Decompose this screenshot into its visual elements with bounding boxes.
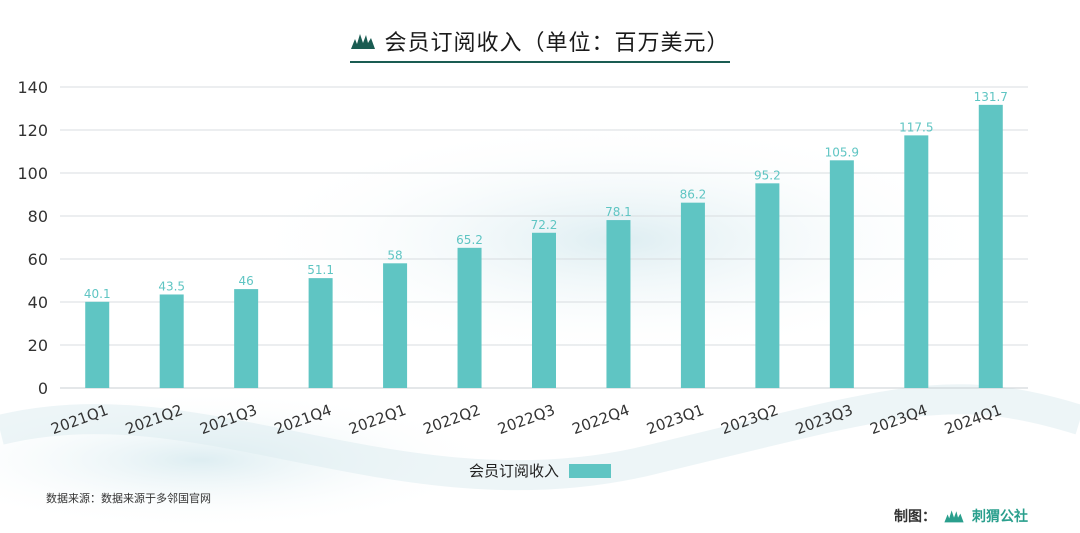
value-label-2023Q4: 117.5 [899, 120, 933, 134]
x-tick-label-2021Q4: 2021Q4 [272, 401, 334, 438]
value-label-2024Q1: 131.7 [974, 90, 1008, 104]
x-tick-label-2022Q2: 2022Q2 [421, 401, 483, 438]
x-tick-label-2023Q3: 2023Q3 [793, 401, 855, 438]
credit-label: 制图： [894, 509, 936, 525]
x-tick-label-2022Q4: 2022Q4 [570, 401, 632, 438]
x-tick-label-2021Q2: 2021Q2 [123, 401, 185, 438]
bar-2022Q1 [383, 263, 408, 388]
value-label-2023Q1: 86.2 [680, 188, 707, 202]
chart-title-area: 会员订阅收入（单位：百万美元） [0, 26, 1080, 63]
hedgehog-logo-icon [351, 34, 376, 49]
x-tick-label-2022Q1: 2022Q1 [346, 401, 408, 438]
legend: 会员订阅收入 [0, 460, 1080, 481]
value-label-2022Q4: 78.1 [605, 205, 632, 219]
y-tick-label: 100 [17, 164, 48, 183]
y-tick-label: 80 [28, 207, 48, 226]
data-source-note: 数据来源：数据来源于多邻国官网 [46, 492, 211, 505]
y-axis-ticks: 0 20 40 60 80 100 120 140 [17, 78, 48, 398]
x-tick-label-2021Q3: 2021Q3 [197, 401, 259, 438]
bar-2021Q3 [234, 289, 259, 388]
bar-2022Q2 [457, 247, 482, 388]
value-label-2022Q3: 72.2 [531, 218, 558, 232]
bar-2023Q4 [904, 135, 929, 388]
bar-2023Q1 [680, 202, 705, 388]
y-tick-label: 120 [17, 121, 48, 140]
chart-title: 会员订阅收入（单位：百万美元） [384, 31, 730, 56]
bars [85, 104, 1003, 388]
bar-2021Q2 [159, 294, 184, 388]
value-label-2021Q2: 43.5 [158, 279, 185, 293]
bar-2022Q3 [532, 232, 556, 388]
value-label-2022Q2: 65.2 [456, 233, 483, 247]
y-tick-label: 60 [28, 250, 48, 269]
y-tick-label: 40 [28, 293, 48, 312]
value-label-2023Q2: 95.2 [754, 168, 781, 182]
y-tick-label: 0 [38, 379, 48, 398]
value-label-2021Q3: 46 [239, 274, 254, 288]
x-tick-label-2024Q1: 2024Q1 [942, 401, 1004, 438]
value-label-2021Q1: 40.1 [84, 287, 111, 301]
credit-brand: 刺猬公社 [972, 509, 1028, 525]
bar-2021Q1 [85, 301, 110, 388]
x-tick-label-2023Q2: 2023Q2 [719, 401, 781, 438]
legend-label: 会员订阅收入 [468, 462, 559, 480]
bar-2023Q3 [829, 160, 854, 388]
value-label-2021Q4: 51.1 [307, 263, 334, 277]
bar-2022Q4 [606, 220, 631, 388]
x-tick-label-2021Q1: 2021Q1 [49, 401, 111, 438]
x-tick-label-2022Q3: 2022Q3 [495, 401, 557, 438]
credit: 制图： 刺猬公社 [894, 506, 1028, 526]
y-tick-label: 140 [17, 78, 48, 97]
hedgehog-brand-icon [944, 510, 964, 523]
x-axis-labels: 2021Q1 2021Q2 2021Q3 2021Q4 2022Q1 2022Q2 2022… [49, 401, 1005, 438]
bar-2023Q2 [755, 183, 780, 388]
bar-2024Q1 [978, 104, 1003, 388]
value-label-2023Q3: 105.9 [825, 145, 859, 159]
x-tick-label-2023Q4: 2023Q4 [868, 401, 930, 438]
y-tick-label: 20 [28, 336, 48, 355]
bar-2021Q4 [308, 278, 333, 388]
legend-swatch [569, 463, 611, 478]
x-tick-label-2023Q1: 2023Q1 [644, 401, 706, 438]
value-label-2022Q1: 58 [387, 248, 402, 262]
value-labels: 40.1 43.5 46 51.1 58 65.2 72.2 78.1 86.2 95.2 105.… [84, 90, 1008, 301]
